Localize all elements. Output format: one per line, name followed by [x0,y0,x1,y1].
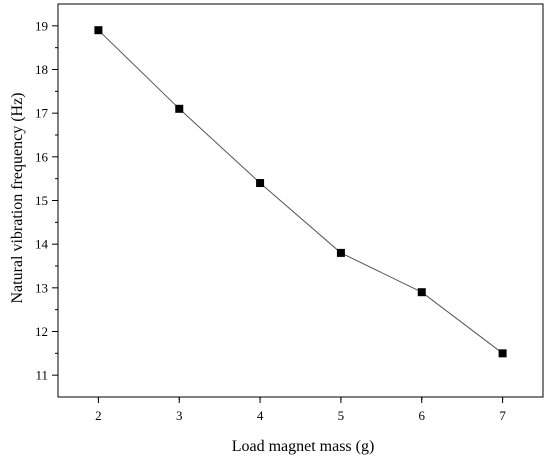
y-tick-label: 12 [35,324,48,339]
y-tick-label: 17 [35,106,49,121]
y-tick-label: 18 [35,62,48,77]
series [94,26,507,358]
x-tick-label: 3 [176,408,183,423]
y-tick-label: 14 [35,237,49,252]
y-tick-label: 11 [35,368,48,383]
ticks: 2 3 4 5 6 7 11 12 13 14 15 16 17 18 19 [35,18,506,423]
data-point [498,349,507,358]
x-axis-label: Load magnet mass (g) [232,438,375,455]
y-tick-label: 15 [35,193,48,208]
plot-frame [57,3,544,398]
data-point [256,179,265,188]
x-tick-label: 2 [95,408,102,423]
x-tick-label: 5 [338,408,345,423]
axes [57,3,544,398]
x-tick-label: 6 [419,408,426,423]
y-tick-label: 19 [35,18,48,33]
data-point [94,26,103,35]
y-axis-label: Natural vibration frequency (Hz) [9,92,26,303]
series-line [98,29,503,354]
x-tick-label: 7 [499,408,506,423]
data-point [417,288,426,297]
y-tick-label: 13 [35,280,48,295]
x-tick-label: 4 [257,408,264,423]
data-point [175,104,184,113]
y-tick-label: 16 [35,149,49,164]
data-point [336,248,345,257]
